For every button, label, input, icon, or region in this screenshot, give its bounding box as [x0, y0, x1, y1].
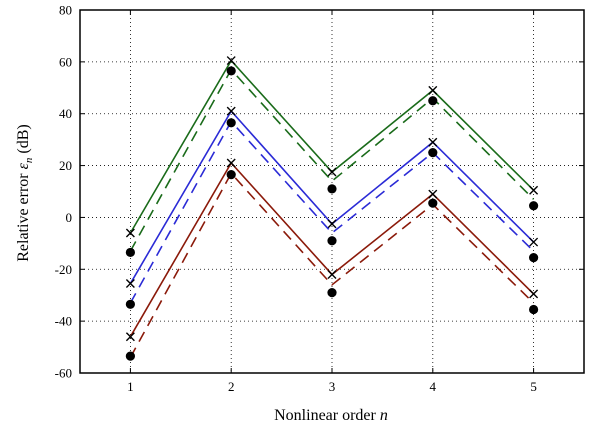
- x-axis-label-symbol: n: [380, 407, 388, 424]
- plot-series: [125, 56, 539, 361]
- x-marker: [125, 332, 135, 342]
- dot-marker: [529, 253, 539, 263]
- y-tick-label: 80: [59, 3, 72, 18]
- x-marker: [226, 56, 236, 66]
- dot-marker: [125, 351, 135, 361]
- y-axis-label-text: Relative error: [15, 169, 32, 261]
- y-tick-label: 40: [59, 106, 72, 121]
- dot-marker: [529, 201, 539, 211]
- x-marker: [428, 189, 438, 199]
- series-line-6: [129, 171, 535, 358]
- y-tick-label: -40: [55, 314, 72, 329]
- dot-marker: [327, 236, 337, 246]
- x-marker: [529, 289, 539, 299]
- tick-labels: 1 2 3 4 5 -60 -40 -20 0 20 40 60 80: [55, 3, 537, 395]
- x-tick-label: 4: [430, 379, 437, 394]
- x-tick-label: 5: [530, 379, 537, 394]
- series-line-4: [129, 120, 535, 304]
- y-axis-label-subscript: n: [23, 157, 35, 163]
- dot-marker: [428, 198, 438, 208]
- dot-marker: [327, 184, 337, 194]
- x-marker: [428, 85, 438, 95]
- y-tick-label: 0: [66, 210, 73, 225]
- x-axis-label-text: Nonlinear order: [274, 407, 380, 424]
- y-axis-label-symbol: ε: [15, 162, 32, 169]
- x-marker: [327, 167, 337, 177]
- x-marker: [226, 106, 236, 116]
- x-marker: [226, 158, 236, 168]
- x-marker: [125, 228, 135, 238]
- dot-marker: [327, 288, 337, 298]
- y-axis-label-unit: (dB): [15, 124, 32, 157]
- series-line-3: [129, 109, 535, 284]
- x-tick-label: 3: [329, 379, 336, 394]
- dot-marker: [226, 170, 236, 180]
- y-axis-label: Relative error εn (dB): [15, 124, 35, 262]
- y-tick-label: -20: [55, 262, 72, 277]
- x-marker: [529, 237, 539, 247]
- dot-marker: [529, 304, 539, 315]
- axis-ticks: [80, 9, 584, 374]
- x-marker: [327, 269, 337, 279]
- dot-marker: [428, 148, 438, 158]
- x-marker: [529, 185, 539, 195]
- dot-marker: [428, 96, 438, 106]
- y-tick-label: 60: [59, 54, 72, 69]
- x-marker: [428, 137, 438, 147]
- y-tick-label: 20: [59, 158, 72, 173]
- dot-marker: [226, 66, 236, 76]
- dot-marker: [125, 247, 135, 258]
- x-marker: [327, 219, 337, 229]
- x-tick-label: 1: [127, 379, 134, 394]
- dot-marker: [125, 299, 135, 309]
- x-tick-label: 2: [228, 379, 235, 394]
- y-tick-label: -60: [55, 366, 72, 381]
- x-marker: [125, 279, 135, 289]
- x-axis-label: Nonlinear order n: [274, 407, 388, 424]
- dot-marker: [226, 118, 236, 128]
